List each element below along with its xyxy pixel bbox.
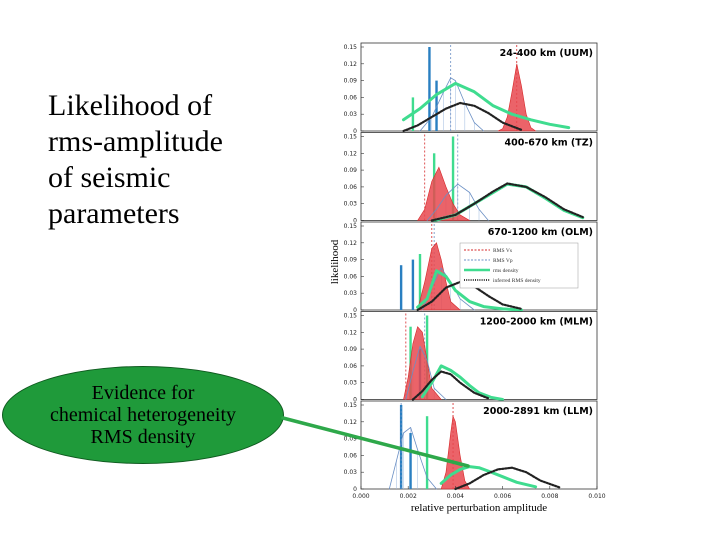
panel-label: 2000-2891 km (LLM)	[483, 406, 593, 417]
x-tick-label: 0.004	[447, 493, 464, 500]
series-rms-vs	[417, 166, 471, 221]
y-tick-label: 0.15	[344, 402, 358, 409]
y-axis-label: likelihood	[329, 239, 341, 284]
y-tick-label: 0.09	[344, 257, 358, 264]
y-tick-label: 0.12	[344, 240, 358, 247]
y-tick-label: 0.06	[344, 273, 358, 280]
callout-ellipse: Evidence for chemical heterogeneity RMS …	[2, 366, 284, 464]
x-tick-label: 0.000	[352, 493, 369, 500]
series-rms-density	[439, 465, 538, 489]
y-tick-label: 0.06	[344, 452, 358, 459]
y-tick-label: 0.09	[344, 78, 358, 85]
y-tick-label: 0.03	[344, 111, 358, 118]
x-tick-label: 0.010	[588, 493, 605, 500]
y-tick-label: 0.15	[344, 223, 358, 230]
series-rms-vp	[419, 77, 485, 132]
x-tick-label: 0.006	[494, 493, 511, 500]
y-tick-label: 0	[353, 307, 357, 314]
callout-line: Evidence for	[91, 382, 195, 404]
y-tick-label: 0.12	[344, 329, 358, 336]
y-tick-label: 0.15	[344, 44, 358, 51]
callout-arrow	[281, 416, 470, 468]
panel-label: 400-670 km (TZ)	[505, 138, 594, 149]
slide-title: Likelihood of rms-amplitude of seismic p…	[48, 88, 308, 232]
y-tick-label: 0.12	[344, 150, 358, 157]
y-tick-label: 0.03	[344, 201, 358, 208]
x-tick-label: 0.002	[400, 493, 417, 500]
y-tick-label: 0.15	[344, 313, 358, 320]
series-rms-vp	[388, 427, 437, 490]
panel-frame	[360, 311, 598, 400]
x-tick-label: 0.008	[541, 493, 558, 500]
marker-bar	[451, 136, 455, 221]
title-line: parameters	[48, 197, 180, 230]
title-line: Likelihood of	[48, 89, 213, 122]
title-line: of seismic	[48, 161, 171, 194]
legend-label: rms density	[493, 268, 519, 274]
legend-label: RMS Vp	[493, 258, 513, 264]
y-tick-label: 0.12	[344, 419, 358, 426]
series-rms-density	[402, 81, 571, 130]
callout-line: RMS density	[90, 426, 196, 448]
marker-bar	[411, 259, 415, 310]
y-tick-label: 0	[353, 218, 357, 225]
legend-label: RMS Vs	[493, 248, 512, 254]
panel-label: 670-1200 km (OLM)	[488, 227, 593, 238]
y-tick-label: 0	[353, 486, 357, 493]
y-tick-label: 0.06	[344, 363, 358, 370]
y-tick-label: 0.09	[344, 346, 358, 353]
series-rms-vp	[426, 183, 489, 221]
y-tick-label: 0.12	[344, 61, 358, 68]
series-inferred-rms-density	[402, 101, 523, 133]
y-tick-label: 0.06	[344, 94, 358, 101]
y-tick-label: 0.03	[344, 380, 358, 387]
marker-bar	[409, 433, 412, 489]
marker-bar	[435, 80, 438, 131]
marker-bar	[425, 416, 429, 489]
y-tick-label: 0.15	[344, 134, 358, 141]
y-tick-label: 0.06	[344, 184, 358, 191]
series-inferred-rms-density	[411, 370, 490, 401]
marker-bar	[418, 254, 422, 310]
series-rms-vs	[403, 326, 442, 400]
series-rms-vp	[405, 345, 447, 400]
y-tick-label: 0.09	[344, 436, 358, 443]
y-tick-label: 0	[353, 128, 357, 135]
y-tick-label: 0.03	[344, 469, 358, 476]
callout-line: chemical heterogeneity	[49, 404, 236, 426]
legend-label: inferred RMS density	[493, 277, 541, 284]
marker-bar	[428, 47, 431, 131]
y-tick-label: 0.09	[344, 167, 358, 174]
series-rms-density	[416, 269, 523, 312]
x-axis-label: relative perturbation amplitude	[411, 502, 547, 514]
marker-bar	[425, 315, 429, 400]
y-tick-label: 0	[353, 397, 357, 404]
series-inferred-rms-density	[454, 466, 561, 491]
series-inferred-rms-density	[430, 182, 584, 222]
panel-label: 24-400 km (UUM)	[500, 48, 593, 59]
y-tick-label: 0.03	[344, 290, 358, 297]
panel-label: 1200-2000 km (MLM)	[480, 317, 593, 328]
marker-bar	[399, 265, 403, 310]
title-line: rms-amplitude	[48, 125, 223, 158]
panel-frame	[360, 42, 598, 132]
